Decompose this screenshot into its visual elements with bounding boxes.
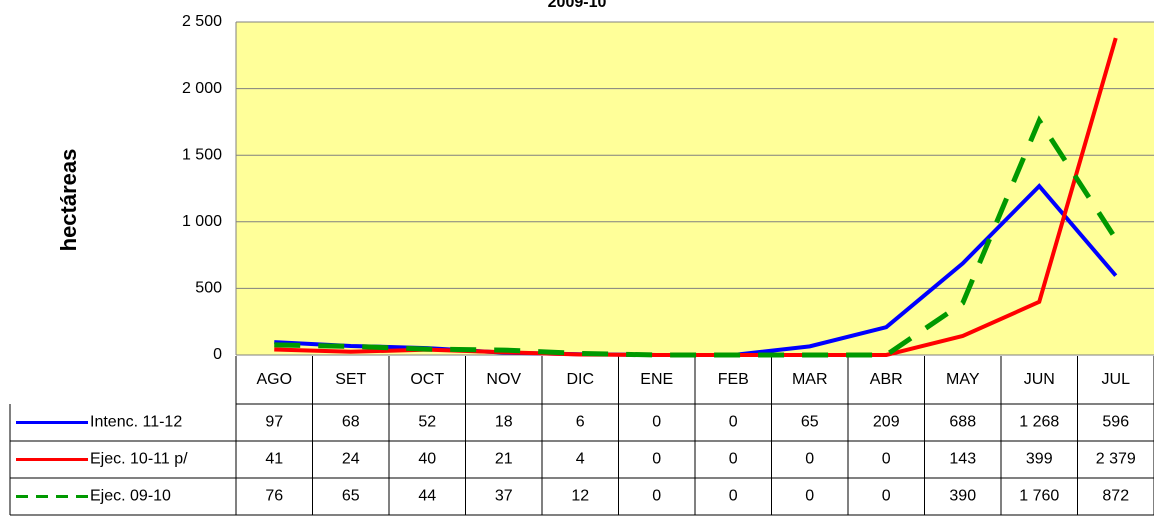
value-label: 688: [949, 414, 976, 431]
y-tick-label: 0: [213, 346, 222, 363]
value-label: 12: [571, 488, 589, 505]
legend-label: Intenc. 11-12: [90, 414, 182, 431]
x-tick-label: DIC: [566, 371, 594, 388]
x-tick-label: ENE: [640, 371, 673, 388]
value-label: 68: [342, 414, 360, 431]
value-label: 399: [1026, 451, 1053, 468]
value-label: 18: [495, 414, 513, 431]
value-label: 65: [801, 414, 819, 431]
value-label: 97: [265, 414, 283, 431]
y-tick-label: 1 500: [182, 146, 222, 163]
value-label: 872: [1102, 488, 1129, 505]
y-axis-label: hectáreas: [56, 149, 81, 252]
value-label: 41: [265, 451, 283, 468]
legend-label: Ejec. 10-11 p/: [90, 451, 188, 468]
value-label: 0: [729, 414, 738, 431]
value-label: 2 379: [1096, 451, 1136, 468]
value-label: 0: [805, 451, 814, 468]
value-label: 4: [576, 451, 585, 468]
value-label: 65: [342, 488, 360, 505]
x-tick-label: FEB: [718, 371, 749, 388]
x-tick-label: SET: [335, 371, 366, 388]
value-label: 0: [729, 451, 738, 468]
x-tick-label: MAY: [946, 371, 980, 388]
value-label: 24: [342, 451, 360, 468]
value-label: 0: [652, 414, 661, 431]
value-label: 40: [418, 451, 436, 468]
x-tick-label: AGO: [256, 371, 292, 388]
value-label: 0: [805, 488, 814, 505]
value-label: 209: [873, 414, 900, 431]
value-label: 0: [729, 488, 738, 505]
y-tick-label: 1 000: [182, 213, 222, 230]
value-label: 0: [882, 488, 891, 505]
value-label: 0: [652, 488, 661, 505]
x-tick-label: ABR: [870, 371, 903, 388]
value-label: 390: [949, 488, 976, 505]
value-label: 6: [576, 414, 585, 431]
x-tick-label: OCT: [410, 371, 444, 388]
value-label: 52: [418, 414, 436, 431]
y-tick-label: 2 000: [182, 80, 222, 97]
value-label: 76: [265, 488, 283, 505]
value-label: 21: [495, 451, 513, 468]
plot-area: [236, 22, 1154, 355]
value-label: 37: [495, 488, 513, 505]
y-tick-label: 500: [195, 280, 222, 297]
x-tick-label: JUL: [1102, 371, 1131, 388]
value-label: 1 268: [1019, 414, 1059, 431]
value-label: 1 760: [1019, 488, 1059, 505]
legend-label: Ejec. 09-10: [90, 488, 171, 505]
x-tick-label: JUN: [1024, 371, 1055, 388]
series-line: [274, 115, 1118, 358]
value-label: 44: [418, 488, 436, 505]
value-label: 143: [949, 451, 976, 468]
x-tick-label: MAR: [792, 371, 828, 388]
value-label: 596: [1102, 414, 1129, 431]
value-label: 0: [882, 451, 891, 468]
value-label: 0: [652, 451, 661, 468]
x-tick-label: NOV: [486, 371, 521, 388]
chart-title: 2009-10: [548, 0, 607, 11]
y-tick-label: 2 500: [182, 13, 222, 30]
